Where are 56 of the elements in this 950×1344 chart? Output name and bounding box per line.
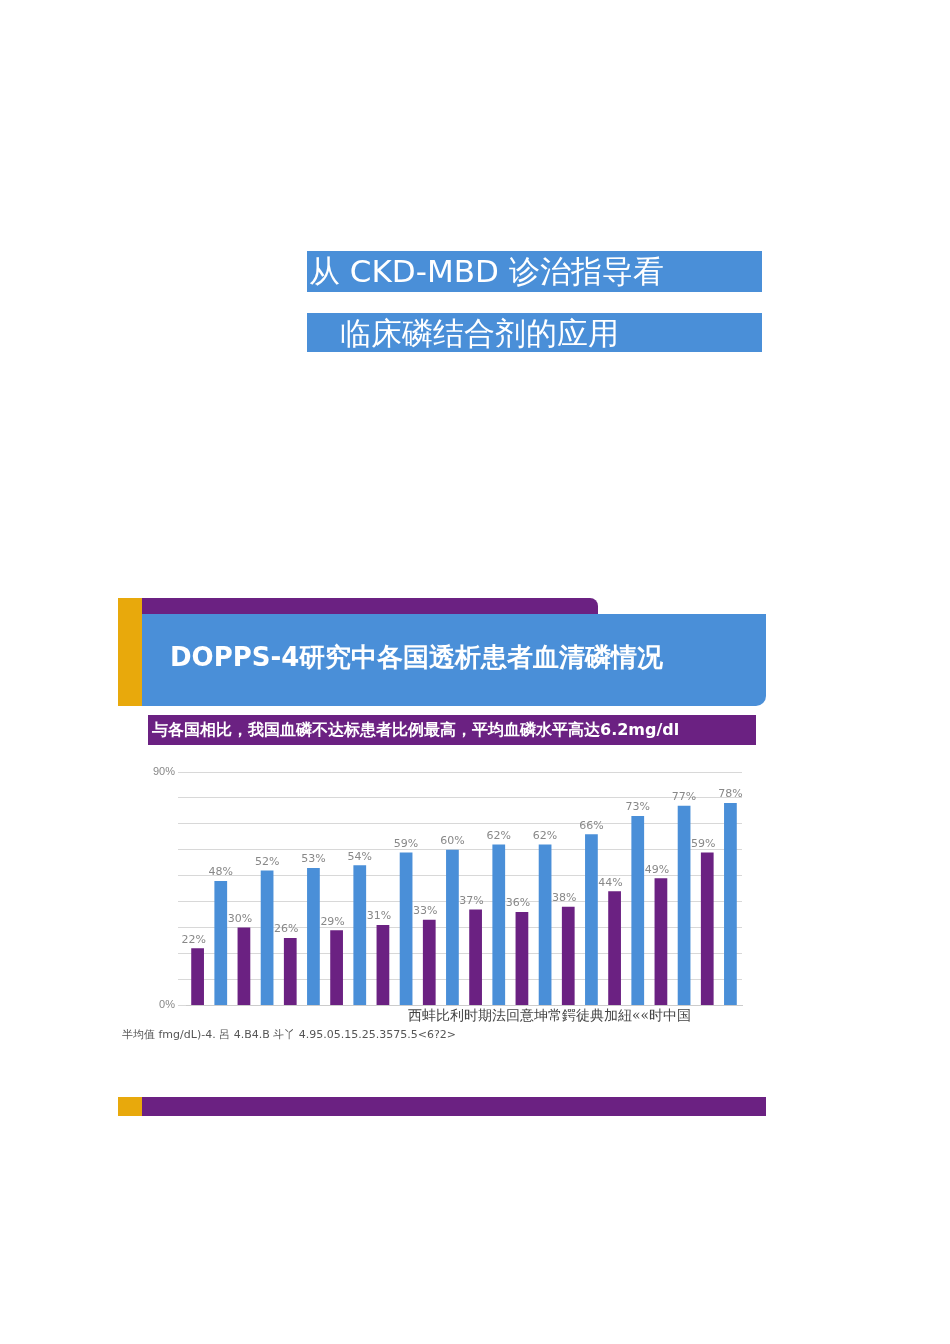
bar [561,906,575,1005]
bar [492,844,506,1005]
data-label: 78% [718,787,743,801]
data-label: 60% [440,834,465,848]
data-label: 59% [691,836,716,850]
data-label: 62% [532,828,558,842]
bar [260,870,274,1005]
data-label: 44% [598,875,623,889]
bar [608,891,621,1005]
data-label: 62% [486,828,511,842]
bar [469,909,482,1005]
text: 临床磷结合剂的应用 [307,313,762,352]
bar [700,852,714,1005]
data-label: 29% [320,914,345,928]
bar [214,880,228,1005]
bar [538,844,552,1005]
bar [677,805,691,1005]
bar [191,948,204,1005]
bar [422,919,436,1005]
data-label: 53% [301,852,326,866]
data-label: 54% [347,849,372,863]
data-label: 48% [208,865,233,879]
data-label: 26% [274,922,299,936]
bar [307,867,320,1005]
data-label: 77% [671,790,697,804]
data-label: 36% [505,896,531,910]
bar [330,930,343,1005]
data-label: 22% [181,932,206,946]
bar [237,927,251,1005]
bar [724,803,737,1005]
data-label: 30% [227,911,253,925]
bar [376,925,390,1005]
data-label: 49% [644,862,670,876]
data-label: 37% [459,893,484,907]
data-label: 38% [552,891,577,905]
y-tick-label: 90% [152,765,176,778]
bar [353,865,367,1005]
text: 从 CKD-MBD 诊治指导看 [307,251,762,292]
data-label: 73% [625,800,650,814]
bar [283,937,297,1005]
chart-title: DOPPS-4研究中各国透析患者血清磷情况 [142,614,766,706]
bar [654,878,668,1005]
text: 半均值 fmg/dL)-4. 呂 4.B4.B 斗丫 4.95.05.15.25.3575.5<6?2> [122,1027,456,1042]
bar [515,912,529,1005]
bar [631,816,645,1005]
data-label: 31% [366,909,392,923]
data-label: 33% [413,904,438,918]
bar [399,852,413,1005]
bar [446,849,459,1005]
chart-subtitle: 与各国相比，我国血磷不达标患者比例最高，平均血磷水平高达6.2mg/dl [148,715,756,745]
y-tick-label: 0% [159,998,176,1011]
data-label: 66% [579,818,604,832]
data-label: 52% [254,854,280,868]
bar [585,834,598,1005]
text: 西蚌比利时期法回意坤常鍔徒典加紐««时中国 [408,1007,692,1025]
data-label: 59% [393,836,419,850]
